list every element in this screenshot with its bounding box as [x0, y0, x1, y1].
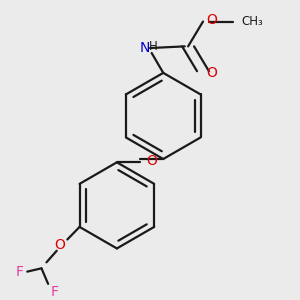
Text: O: O — [146, 154, 157, 168]
Text: F: F — [16, 265, 24, 279]
Text: CH₃: CH₃ — [241, 15, 263, 28]
Text: O: O — [54, 238, 65, 252]
Text: O: O — [206, 13, 217, 27]
Text: O: O — [206, 66, 217, 80]
Text: N: N — [140, 41, 150, 55]
Text: H: H — [149, 40, 158, 53]
Text: F: F — [51, 284, 59, 298]
